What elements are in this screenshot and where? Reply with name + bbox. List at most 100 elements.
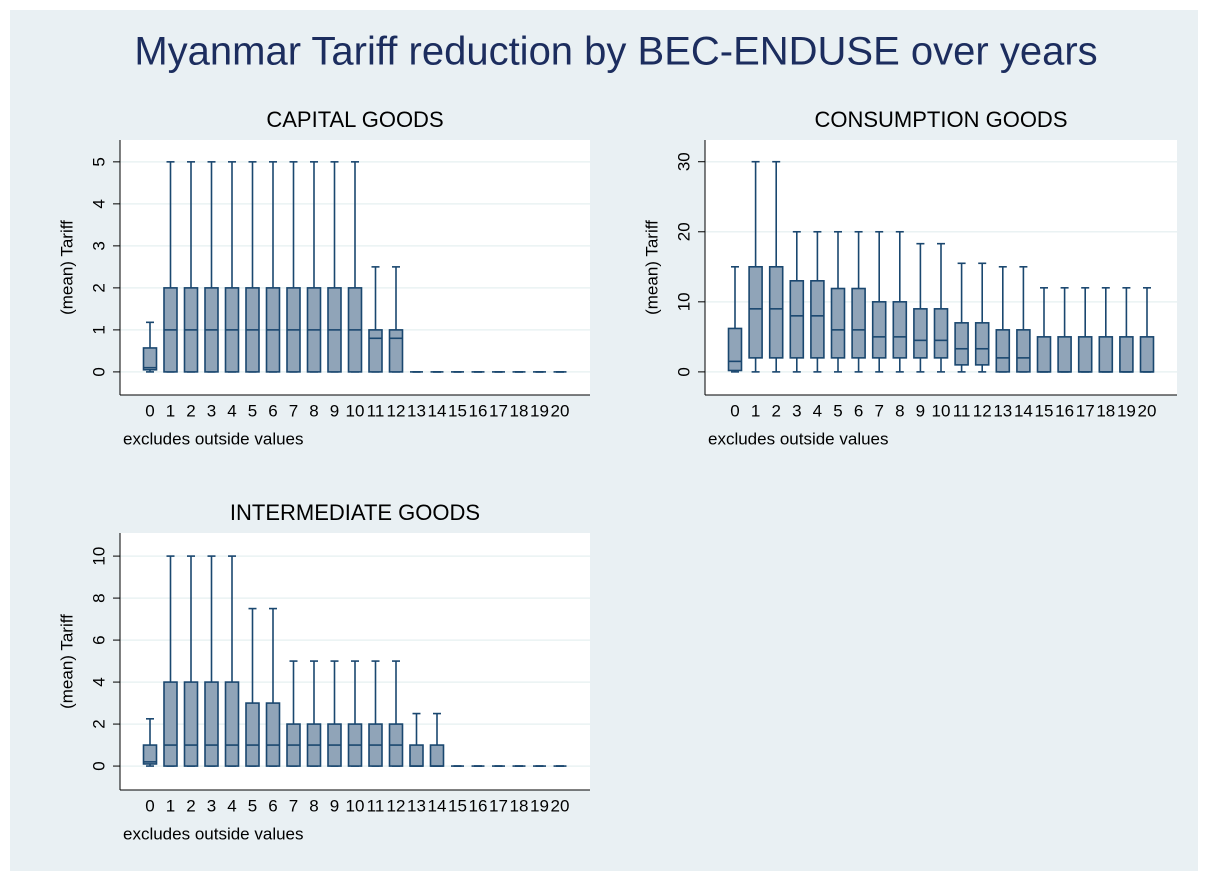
x-tick-label: 12 [387, 796, 406, 815]
x-tick-label: 16 [1055, 401, 1074, 420]
box [892, 301, 908, 359]
x-tick-label: 4 [813, 401, 822, 420]
y-tick-label: 3 [89, 241, 108, 250]
box [768, 265, 784, 359]
x-tick-label: 19 [530, 401, 549, 420]
y-tick-label: 8 [89, 593, 108, 602]
x-tick-label: 3 [207, 401, 216, 420]
x-tick-label: 14 [428, 796, 447, 815]
x-tick-label: 20 [551, 401, 570, 420]
box [1036, 336, 1052, 373]
box [388, 329, 404, 373]
x-tick-label: 2 [186, 796, 195, 815]
x-tick-label: 6 [268, 401, 277, 420]
box [245, 702, 260, 767]
x-tick-label: 12 [387, 401, 406, 420]
y-tick-label: 2 [89, 283, 108, 292]
y-tick-label: 20 [674, 222, 693, 241]
y-tick-label: 1 [89, 325, 108, 334]
x-tick-label: 3 [207, 796, 216, 815]
x-tick-label: 12 [973, 401, 992, 420]
y-tick-label: 0 [89, 367, 108, 376]
x-tick-label: 2 [771, 401, 780, 420]
box [142, 347, 158, 371]
box [851, 287, 866, 359]
box [1077, 336, 1093, 373]
x-tick-label: 8 [309, 796, 318, 815]
y-tick-label: 6 [89, 635, 108, 644]
x-tick-label: 10 [346, 796, 365, 815]
main-title: Myanmar Tariff reduction by BEC-ENDUSE o… [134, 30, 1097, 74]
x-tick-label: 17 [489, 796, 508, 815]
y-tick-label: 0 [674, 367, 693, 376]
x-tick-label: 6 [854, 401, 863, 420]
x-tick-label: 2 [186, 401, 195, 420]
panel-title: INTERMEDIATE GOODS [230, 500, 480, 525]
x-tick-label: 5 [248, 796, 257, 815]
box [830, 287, 846, 359]
x-tick-label: 9 [916, 401, 925, 420]
box [142, 744, 158, 765]
x-tick-label: 16 [469, 401, 488, 420]
y-tick-label: 10 [89, 547, 108, 566]
x-tick-label: 9 [330, 796, 339, 815]
y-tick-label: 5 [89, 157, 108, 166]
x-tick-label: 17 [489, 401, 508, 420]
panel-title: CONSUMPTION GOODS [814, 107, 1067, 132]
box [995, 329, 1011, 373]
box [1139, 336, 1155, 373]
box [871, 301, 887, 359]
x-tick-label: 13 [407, 796, 426, 815]
x-tick-label: 1 [166, 796, 175, 815]
y-axis-label: (mean) Tariff [57, 614, 76, 709]
box [1057, 336, 1072, 373]
note: excludes outside values [123, 824, 304, 843]
x-tick-label: 13 [993, 401, 1012, 420]
box [933, 308, 949, 359]
box [409, 744, 424, 767]
x-tick-label: 10 [932, 401, 951, 420]
y-tick-label: 4 [89, 677, 108, 686]
x-tick-label: 6 [268, 796, 277, 815]
x-tick-label: 13 [407, 401, 426, 420]
x-tick-label: 0 [145, 401, 154, 420]
note: excludes outside values [123, 429, 304, 448]
x-tick-label: 18 [510, 401, 529, 420]
y-tick-label: 2 [89, 719, 108, 728]
x-tick-label: 7 [289, 796, 298, 815]
note: excludes outside values [708, 429, 889, 448]
y-tick-label: 0 [89, 761, 108, 770]
box [954, 322, 969, 366]
box [1016, 329, 1031, 373]
box [789, 280, 805, 359]
x-tick-label: 11 [953, 401, 971, 420]
y-tick-label: 4 [89, 199, 108, 208]
x-tick-label: 5 [833, 401, 842, 420]
box [183, 681, 199, 767]
x-tick-label: 10 [346, 401, 365, 420]
box [974, 322, 990, 366]
x-tick-label: 8 [309, 401, 318, 420]
box [368, 329, 383, 373]
x-tick-label: 18 [1096, 401, 1115, 420]
x-tick-label: 15 [448, 796, 467, 815]
panel-title: CAPITAL GOODS [266, 107, 443, 132]
x-tick-label: 0 [730, 401, 739, 420]
x-tick-label: 11 [367, 796, 385, 815]
x-tick-label: 20 [1138, 401, 1157, 420]
x-tick-label: 0 [145, 796, 154, 815]
x-tick-label: 3 [792, 401, 801, 420]
box [1119, 336, 1134, 373]
x-tick-label: 9 [330, 401, 339, 420]
box [810, 280, 825, 359]
y-axis-label: (mean) Tariff [57, 220, 76, 315]
x-tick-label: 14 [1014, 401, 1033, 420]
y-tick-label: 30 [674, 152, 693, 171]
y-axis-label: (mean) Tariff [642, 220, 661, 315]
box [163, 681, 178, 767]
box [913, 308, 928, 359]
x-tick-label: 1 [751, 401, 760, 420]
x-tick-label: 1 [166, 401, 175, 420]
x-tick-label: 17 [1076, 401, 1095, 420]
